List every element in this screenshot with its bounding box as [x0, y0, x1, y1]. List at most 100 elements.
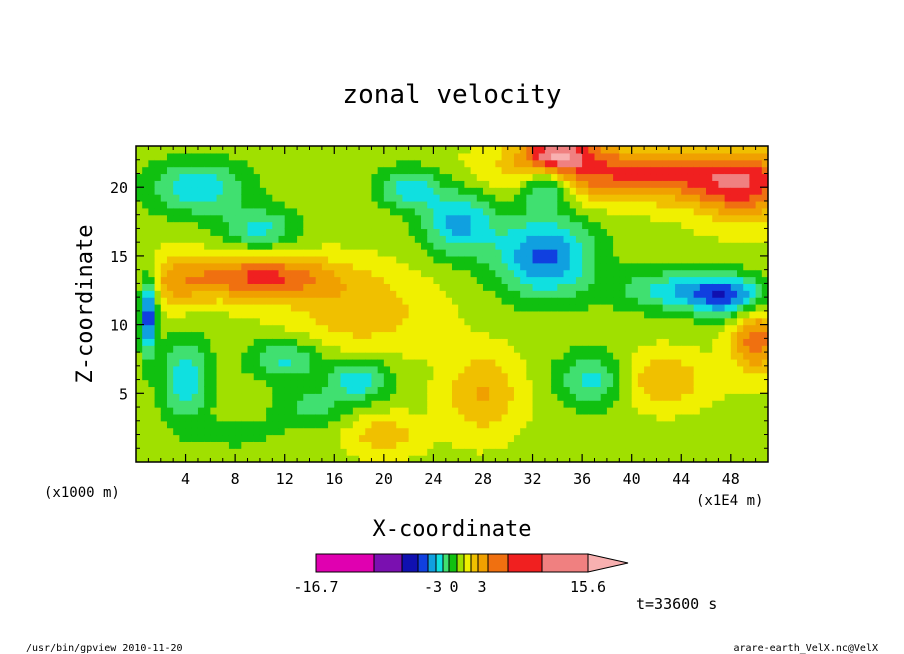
heatmap-cell — [216, 173, 224, 181]
heatmap-cell — [452, 345, 459, 353]
heatmap-cell — [433, 434, 441, 442]
heatmap-cell — [303, 413, 311, 422]
heatmap-cell — [507, 146, 515, 154]
heatmap-cell — [321, 166, 329, 175]
heatmap-cell — [476, 345, 484, 353]
heatmap-cell — [266, 276, 273, 284]
heatmap-cell — [644, 420, 651, 429]
heatmap-cell — [433, 187, 441, 195]
heatmap-cell — [631, 166, 639, 175]
heatmap-cell — [532, 358, 540, 367]
heatmap-cell — [476, 200, 484, 209]
heatmap-cell — [594, 166, 602, 175]
heatmap-cell — [383, 276, 391, 284]
heatmap-cell — [228, 187, 236, 195]
heatmap-cell — [644, 180, 651, 188]
heatmap-cell — [235, 249, 242, 257]
heatmap-cell — [228, 420, 236, 429]
heatmap-cell — [712, 338, 720, 346]
heatmap-cell — [166, 207, 174, 216]
heatmap-cell — [594, 393, 602, 401]
heatmap-cell — [427, 290, 435, 298]
heatmap-cell — [538, 269, 546, 278]
heatmap-cell — [390, 180, 397, 188]
heatmap-cell — [644, 455, 651, 462]
heatmap-cell — [290, 200, 298, 209]
heatmap-cell — [321, 194, 329, 202]
heatmap-cell — [619, 352, 627, 360]
heatmap-cell — [396, 420, 404, 429]
heatmap-cell — [501, 221, 509, 230]
heatmap-cell — [712, 386, 720, 394]
heatmap-cell — [718, 297, 726, 305]
heatmap-cell — [253, 187, 261, 195]
heatmap-cell — [166, 393, 174, 401]
heatmap-cell — [687, 317, 695, 326]
heatmap-cell — [334, 283, 342, 291]
heatmap-cell — [507, 324, 515, 333]
heatmap-cell — [538, 166, 546, 175]
heatmap-cell — [693, 400, 701, 408]
heatmap-cell — [396, 448, 404, 456]
heatmap-cell — [520, 187, 527, 195]
heatmap-cell — [340, 269, 348, 278]
heatmap-cell — [681, 345, 689, 353]
heatmap-cell — [352, 290, 360, 298]
heatmap-cell — [761, 221, 768, 230]
heatmap-cell — [699, 214, 707, 223]
heatmap-cell — [631, 420, 639, 429]
heatmap-cell — [458, 235, 465, 243]
heatmap-cell — [197, 180, 205, 188]
heatmap-cell — [631, 249, 639, 257]
heatmap-cell — [625, 152, 633, 161]
heatmap-cell — [544, 207, 552, 216]
heatmap-cell — [408, 166, 416, 175]
heatmap-cell — [136, 269, 143, 278]
heatmap-cell — [377, 400, 385, 408]
heatmap-cell — [383, 187, 391, 195]
heatmap-cell — [582, 262, 589, 271]
heatmap-cell — [538, 393, 546, 401]
x-tick-label: 40 — [623, 470, 641, 488]
heatmap-cell — [551, 194, 558, 202]
heatmap-cell — [352, 352, 360, 360]
heatmap-cell — [656, 413, 664, 422]
heatmap-cell — [507, 249, 515, 257]
heatmap-cell — [675, 242, 682, 250]
heatmap-cell — [476, 413, 484, 422]
heatmap-cell — [371, 372, 379, 381]
heatmap-cell — [166, 455, 174, 462]
heatmap-cell — [191, 166, 199, 175]
heatmap-cell — [445, 448, 453, 456]
heatmap-cell — [588, 276, 596, 284]
heatmap-cell — [668, 249, 676, 257]
heatmap-cell — [284, 200, 292, 209]
heatmap-cell — [662, 352, 670, 360]
heatmap-cell — [173, 269, 180, 278]
heatmap-cell — [259, 152, 267, 161]
heatmap-cell — [371, 200, 379, 209]
heatmap-cell — [582, 297, 589, 305]
heatmap-cell — [476, 228, 484, 236]
heatmap-cell — [328, 297, 335, 305]
heatmap-cell — [631, 317, 639, 326]
heatmap-cell — [297, 393, 304, 401]
heatmap-cell — [526, 393, 534, 401]
heatmap-cell — [352, 400, 360, 408]
heatmap-cell — [154, 249, 162, 257]
heatmap-cell — [445, 434, 453, 442]
heatmap-cell — [253, 455, 261, 462]
heatmap-cell — [433, 290, 441, 298]
heatmap-cell — [538, 200, 546, 209]
heatmap-cell — [699, 276, 707, 284]
heatmap-cell — [743, 283, 751, 291]
heatmap-cell — [278, 228, 286, 236]
heatmap-cell — [737, 255, 744, 264]
heatmap-cell — [247, 400, 255, 408]
heatmap-cell — [557, 214, 565, 223]
heatmap-cell — [377, 262, 385, 271]
heatmap-cell — [315, 434, 323, 442]
heatmap-cell — [569, 242, 577, 250]
heatmap-cell — [340, 441, 348, 449]
heatmap-cell — [464, 365, 472, 374]
